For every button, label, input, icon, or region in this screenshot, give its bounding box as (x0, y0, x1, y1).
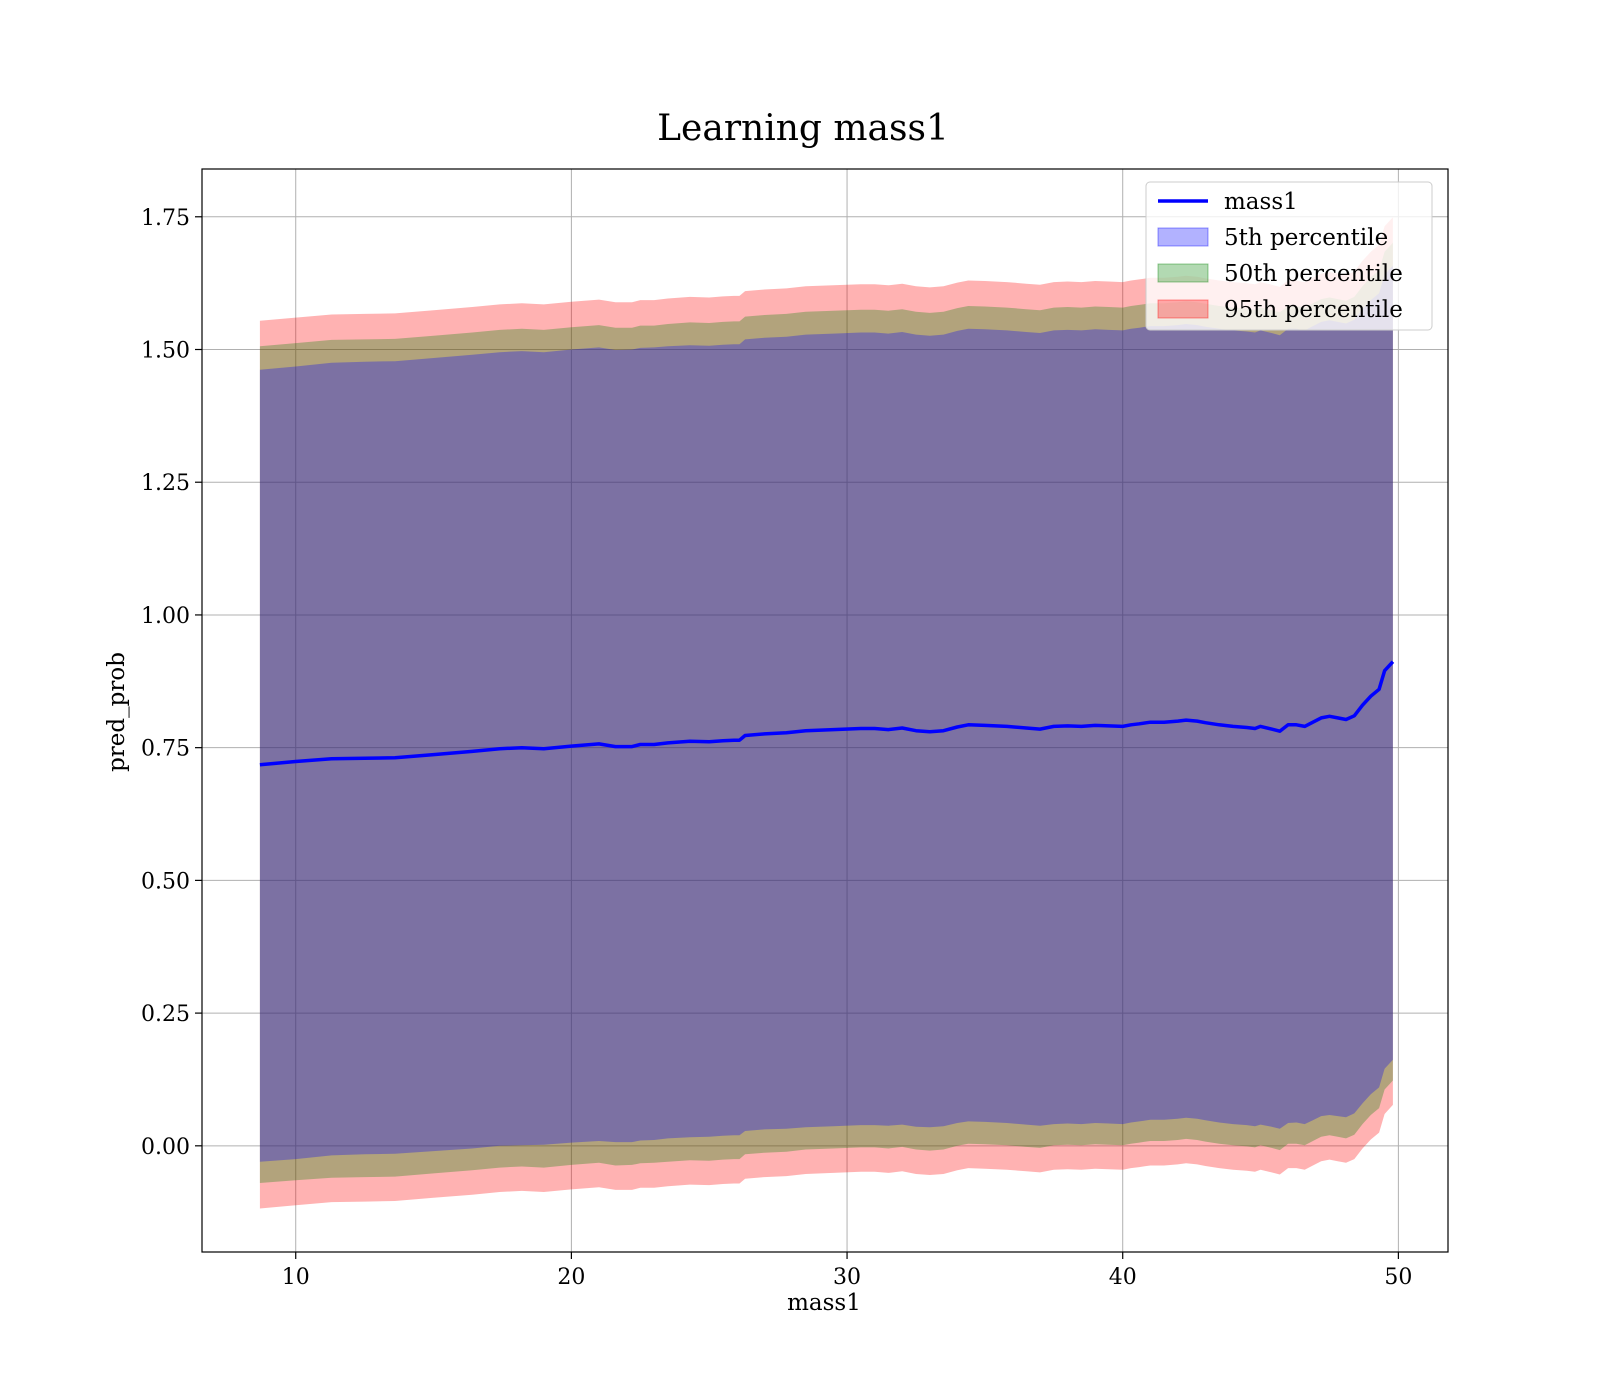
x-axis-ticks: 10 20 30 40 50 (282, 1252, 1412, 1290)
plot-frame (201, 168, 1449, 1253)
x-tick-label: 10 (282, 1265, 310, 1290)
band-95th-percentile (259, 217, 1393, 1209)
legend-swatch (1157, 299, 1209, 319)
chart-title: Learning mass1 (657, 108, 949, 149)
legend: mass1 5th percentile 50th percentile 95th p… (1145, 181, 1433, 331)
x-tick-label: 40 (1109, 1265, 1137, 1290)
legend-label: 95th percentile (1224, 297, 1403, 323)
x-axis-label: mass1 (787, 1290, 861, 1316)
y-axis-ticks: 0.00 0.25 0.50 0.75 1.00 1.25 1.50 1.75 (141, 206, 202, 1160)
y-tick-label: 0.75 (141, 737, 190, 762)
y-tick-label: 0.25 (141, 1002, 190, 1027)
x-tick-label: 30 (833, 1265, 861, 1290)
y-tick-label: 1.25 (141, 471, 190, 496)
y-tick-label: 1.50 (141, 339, 190, 364)
legend-swatch (1157, 227, 1209, 247)
y-tick-label: 0.50 (141, 869, 190, 894)
series-line-mass1 (259, 660, 1395, 767)
legend-box (1145, 181, 1433, 331)
y-axis-label: pred_prob (104, 652, 130, 772)
legend-label: mass1 (1224, 189, 1298, 215)
band-50th-percentile (259, 242, 1393, 1184)
percentile-bands (259, 217, 1393, 1209)
x-tick-label: 50 (1384, 1265, 1412, 1290)
band-5th-percentile (259, 265, 1393, 1162)
legend-label: 5th percentile (1224, 225, 1388, 251)
y-tick-label: 1.75 (141, 206, 190, 231)
y-tick-label: 0.00 (141, 1135, 190, 1160)
legend-label: 50th percentile (1224, 261, 1403, 287)
y-tick-label: 1.00 (141, 604, 190, 629)
series-lines (259, 660, 1395, 767)
legend-swatch (1157, 263, 1209, 283)
x-tick-label: 20 (557, 1265, 585, 1290)
